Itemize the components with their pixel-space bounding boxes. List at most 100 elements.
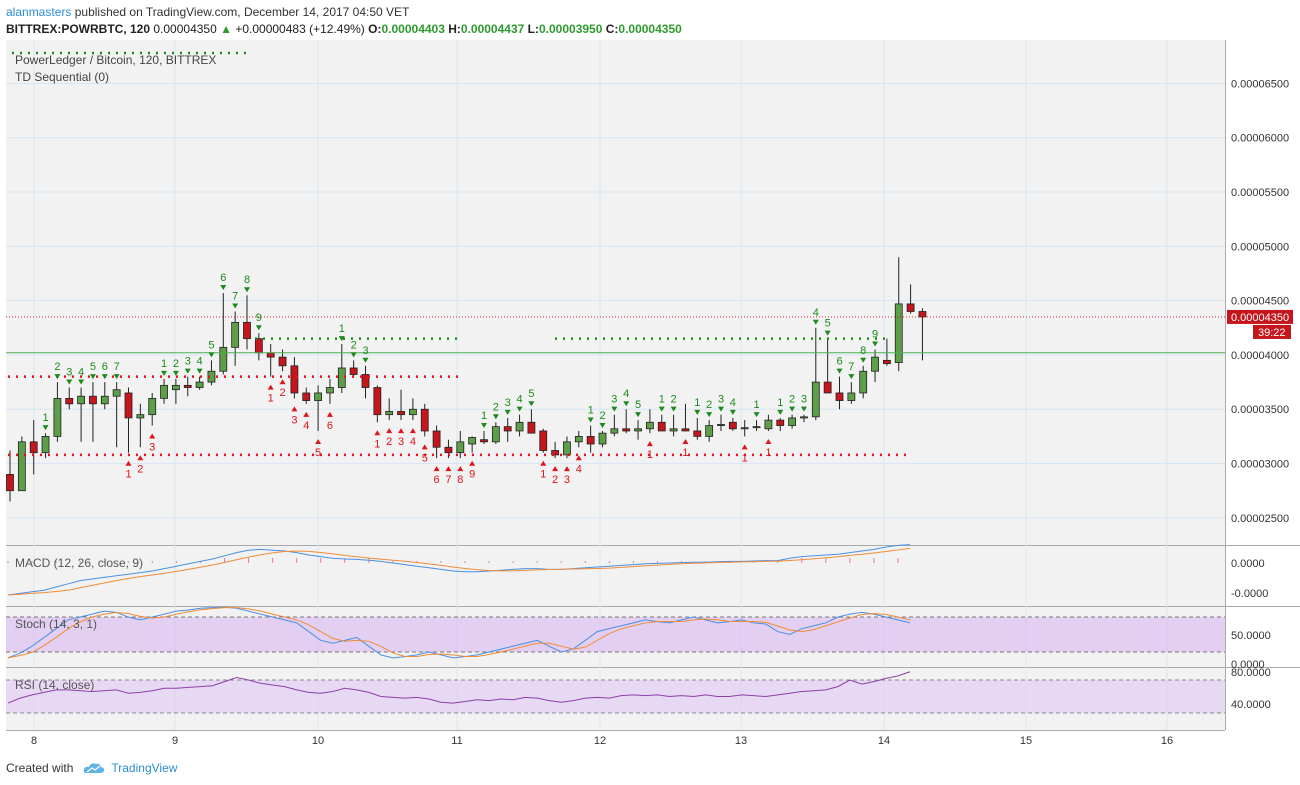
author-link[interactable]: alanmasters <box>6 5 72 19</box>
td-count-label: 6 <box>836 356 842 368</box>
candle-body <box>183 384 192 388</box>
td-count-label: 8 <box>860 345 866 357</box>
rsi-tick-label: 80.0000 <box>1231 667 1271 679</box>
candle-body <box>646 421 654 430</box>
td-count-label: 1 <box>588 405 594 417</box>
td-count-label: 3 <box>611 394 617 406</box>
candle-body <box>468 437 477 445</box>
candle-body <box>527 421 536 434</box>
candle-body <box>432 430 441 448</box>
td-count-label: 3 <box>505 397 511 409</box>
td-down-arrow-icon <box>481 422 487 428</box>
candle-body <box>100 395 109 405</box>
td-count-label: 2 <box>552 474 558 486</box>
td-up-arrow-icon <box>457 466 464 472</box>
td-up-arrow-icon <box>267 384 274 390</box>
td-count-label: 7 <box>445 474 451 486</box>
td-count-label: 4 <box>623 388 629 400</box>
candle-body <box>491 426 500 443</box>
x-tick-label: 11 <box>451 735 462 747</box>
x-tick-label: 16 <box>1161 735 1173 747</box>
td-up-arrow-icon <box>540 460 547 466</box>
footer: Created with TradingView <box>6 760 177 776</box>
td-count-label: 5 <box>528 388 534 400</box>
up-arrow-icon: ▲ <box>220 22 232 36</box>
candle-body <box>693 430 702 437</box>
td-count-label: 1 <box>268 393 274 405</box>
td-count-label: 3 <box>66 367 72 379</box>
td-count-label: 5 <box>90 361 96 373</box>
stoch-tick-label: 50.0000 <box>1231 630 1271 642</box>
td-count-label: 4 <box>813 307 819 319</box>
td-down-arrow-icon <box>800 406 807 412</box>
td-up-arrow-icon <box>398 428 405 434</box>
td-down-arrow-icon <box>172 370 179 376</box>
candle-body <box>871 356 879 372</box>
td-count-label: 5 <box>208 339 214 351</box>
candle-body <box>326 387 334 394</box>
tradingview-logo-icon <box>84 763 105 773</box>
td-up-arrow-icon <box>445 466 452 472</box>
td-down-arrow-icon <box>78 379 85 385</box>
candle-body <box>278 356 287 367</box>
td-down-arrow-icon <box>504 409 511 415</box>
candle-body <box>574 435 583 443</box>
td-up-arrow-icon <box>315 438 322 444</box>
stoch-d-line <box>7 607 911 659</box>
candle-body <box>148 397 157 416</box>
candle-body <box>408 408 417 416</box>
td-up-arrow-icon <box>374 430 381 436</box>
candle-body <box>266 352 275 358</box>
last-price: 0.00004350 <box>153 22 217 36</box>
tradingview-link[interactable]: TradingView <box>111 761 178 775</box>
td-down-arrow-icon <box>232 303 239 309</box>
y-tick-label: 0.00006500 <box>1231 78 1289 90</box>
x-tick-label: 9 <box>172 735 178 747</box>
td-down-arrow-icon <box>718 406 724 412</box>
td-down-arrow-icon <box>729 409 736 415</box>
td-down-arrow-icon <box>350 352 357 358</box>
candle-body <box>669 428 678 432</box>
y-tick-label: 0.00004500 <box>1231 296 1289 308</box>
y-tick-label: 0.00004000 <box>1231 350 1289 362</box>
td-down-arrow-icon <box>848 374 855 380</box>
td-up-arrow-icon <box>469 460 476 466</box>
candle-body <box>634 428 642 432</box>
candle-body <box>29 441 38 454</box>
td-up-arrow-icon <box>149 433 156 439</box>
candle-body <box>728 421 737 430</box>
td-count-label: 3 <box>801 394 807 406</box>
x-tick-label: 12 <box>594 735 606 747</box>
td-count-label: 5 <box>825 318 831 330</box>
td-count-label: 1 <box>125 469 131 481</box>
x-tick-label: 10 <box>312 735 324 747</box>
signal-line <box>7 547 911 596</box>
td-count-label: 2 <box>493 401 499 413</box>
macd-legend: MACD (12, 26, close, 9) <box>15 556 144 570</box>
td-down-arrow-icon <box>611 406 618 412</box>
td-down-arrow-icon <box>196 368 203 374</box>
td-count-label: 4 <box>516 394 522 406</box>
td-count-label: 6 <box>327 420 333 432</box>
td-count-label: 1 <box>682 447 688 459</box>
candle-body <box>894 303 903 363</box>
td-up-arrow-icon <box>682 438 689 444</box>
td-down-arrow-icon <box>113 374 120 380</box>
td-count-label: 1 <box>540 469 546 481</box>
y-tick-label: 0.00003000 <box>1231 459 1289 471</box>
td-down-arrow-icon <box>706 412 713 418</box>
candle-body <box>740 427 749 430</box>
x-tick-label: 15 <box>1020 735 1032 747</box>
candle-body <box>598 432 607 445</box>
td-sequential-legend: TD Sequential (0) <box>15 70 110 84</box>
macd-line <box>7 544 911 596</box>
td-down-arrow-icon <box>255 325 262 331</box>
td-down-arrow-icon <box>66 379 73 385</box>
candle-body <box>171 384 180 391</box>
candle-body <box>918 311 927 318</box>
td-count-label: 2 <box>137 463 143 475</box>
macd-tick-label: 0.0000 <box>1231 558 1265 570</box>
td-count-label: 1 <box>374 438 380 450</box>
td-down-arrow-icon <box>658 406 665 412</box>
